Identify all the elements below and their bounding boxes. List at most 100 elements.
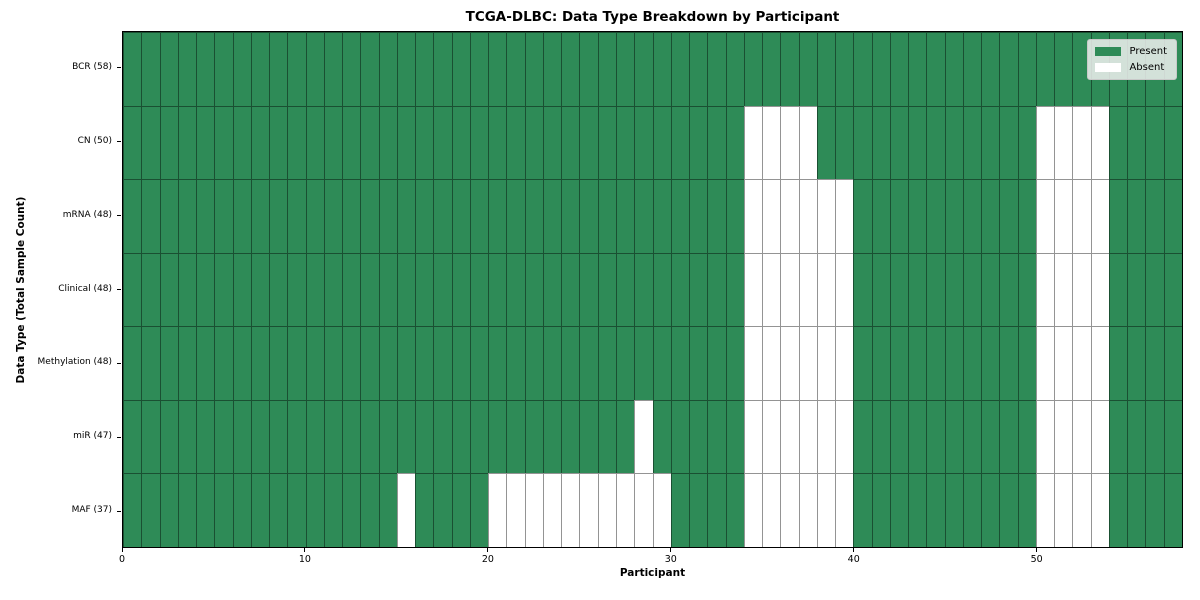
- heatmap-cell: [415, 32, 434, 106]
- heatmap-cell: [725, 399, 744, 474]
- heatmap-cell: [250, 179, 270, 253]
- heatmap-cell: [652, 179, 671, 253]
- heatmap-cell: [342, 32, 361, 106]
- heatmap-cell: [287, 179, 306, 253]
- heatmap-cell: [707, 179, 726, 253]
- heatmap-cell: [488, 473, 507, 547]
- heatmap-cell: [725, 32, 744, 106]
- heatmap-cell: [469, 326, 489, 400]
- x-tick-mark: [853, 548, 855, 552]
- heatmap-cell: [506, 252, 525, 327]
- heatmap-cell: [634, 252, 653, 327]
- heatmap-cell: [725, 179, 744, 253]
- heatmap-cell: [889, 179, 909, 253]
- heatmap-cell: [871, 32, 890, 106]
- heatmap-cell: [232, 399, 251, 474]
- heatmap-cell: [396, 105, 416, 180]
- heatmap-cell: [999, 179, 1018, 253]
- heatmap-cell: [908, 326, 927, 400]
- heatmap-cell: [360, 326, 379, 400]
- heatmap-cell: [579, 473, 598, 547]
- legend-label: Absent: [1129, 62, 1165, 73]
- heatmap-cell: [561, 32, 580, 106]
- heatmap-cell: [689, 179, 708, 253]
- heatmap-cell: [287, 399, 306, 474]
- heatmap-cell: [1163, 252, 1182, 327]
- heatmap-cell: [141, 473, 160, 547]
- heatmap-cell: [670, 252, 690, 327]
- y-tick-mark: [117, 141, 121, 143]
- heatmap-cell: [798, 473, 817, 547]
- heatmap-cell: [999, 252, 1018, 327]
- heatmap-cell: [780, 399, 799, 474]
- heatmap-cell: [962, 399, 982, 474]
- heatmap-cell: [871, 252, 890, 327]
- heatmap-cell: [780, 32, 799, 106]
- heatmap-cell: [962, 326, 982, 400]
- heatmap-cell: [816, 179, 836, 253]
- heatmap-cell: [451, 252, 470, 327]
- heatmap-cell: [889, 105, 909, 180]
- heatmap-cell: [1017, 399, 1036, 474]
- heatmap-cell: [652, 399, 671, 474]
- heatmap-cell: [652, 326, 671, 400]
- heatmap-cell: [177, 105, 197, 180]
- heatmap-cell: [196, 473, 215, 547]
- heatmap-cell: [670, 32, 690, 106]
- heatmap-cell: [451, 105, 470, 180]
- heatmap-cell: [451, 179, 470, 253]
- heatmap-cell: [1035, 326, 1055, 400]
- heatmap-cell: [305, 326, 324, 400]
- heatmap-cell: [542, 179, 562, 253]
- heatmap-cell: [1017, 326, 1036, 400]
- heatmap-cell: [962, 179, 982, 253]
- heatmap-cell: [214, 252, 233, 327]
- heatmap-cell: [360, 105, 379, 180]
- heatmap-cell: [1035, 105, 1055, 180]
- heatmap-cell: [871, 326, 890, 400]
- heatmap-cell: [1072, 179, 1091, 253]
- heatmap-cell: [214, 32, 233, 106]
- heatmap-cell: [342, 105, 361, 180]
- heatmap-cell: [999, 399, 1018, 474]
- heatmap-cell: [871, 399, 890, 474]
- heatmap-cell: [816, 32, 836, 106]
- heatmap-cell: [1145, 399, 1164, 474]
- heatmap-cell: [542, 32, 562, 106]
- heatmap-cell: [853, 32, 872, 106]
- heatmap-cell: [1054, 252, 1073, 327]
- heatmap-cell: [889, 32, 909, 106]
- heatmap-cell: [634, 326, 653, 400]
- heatmap-cell: [232, 473, 251, 547]
- heatmap-cell: [999, 473, 1018, 547]
- heatmap-cell: [342, 252, 361, 327]
- heatmap-cell: [743, 473, 763, 547]
- heatmap-cell: [177, 252, 197, 327]
- heatmap-cell: [1072, 32, 1091, 106]
- legend-item-present: Present: [1095, 46, 1167, 57]
- heatmap-cell: [123, 473, 142, 547]
- heatmap-cell: [1035, 399, 1055, 474]
- heatmap-cell: [141, 32, 160, 106]
- heatmap-cell: [433, 105, 452, 180]
- heatmap-cell: [232, 252, 251, 327]
- heatmap-cell: [1054, 399, 1073, 474]
- heatmap-cell: [177, 399, 197, 474]
- heatmap-cell: [250, 473, 270, 547]
- heatmap-cell: [780, 105, 799, 180]
- heatmap-cell: [1017, 32, 1036, 106]
- y-tick-label: BCR (58): [72, 61, 112, 72]
- heatmap-cell: [889, 399, 909, 474]
- heatmap-cell: [835, 473, 854, 547]
- heatmap-cell: [214, 105, 233, 180]
- heatmap-cell: [396, 179, 416, 253]
- heatmap-cell: [1035, 32, 1055, 106]
- heatmap-cell: [269, 326, 288, 400]
- heatmap-cell: [396, 473, 416, 547]
- heatmap-cell: [853, 179, 872, 253]
- heatmap-cell: [123, 399, 142, 474]
- heatmap-cell: [762, 32, 781, 106]
- heatmap-cell: [871, 105, 890, 180]
- heatmap-cell: [670, 105, 690, 180]
- heatmap-cell: [579, 252, 598, 327]
